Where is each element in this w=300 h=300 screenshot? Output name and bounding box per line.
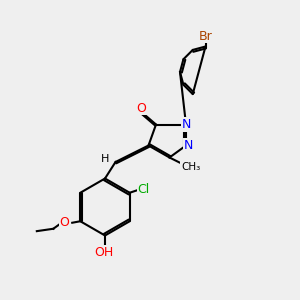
Text: N: N [181,118,191,131]
Text: Cl: Cl [138,183,150,196]
Text: OH: OH [94,246,113,259]
Text: O: O [59,216,69,229]
Text: CH₃: CH₃ [181,161,200,172]
Text: O: O [136,101,146,115]
Text: Br: Br [199,29,212,43]
Text: N: N [184,139,193,152]
Text: H: H [101,154,109,164]
